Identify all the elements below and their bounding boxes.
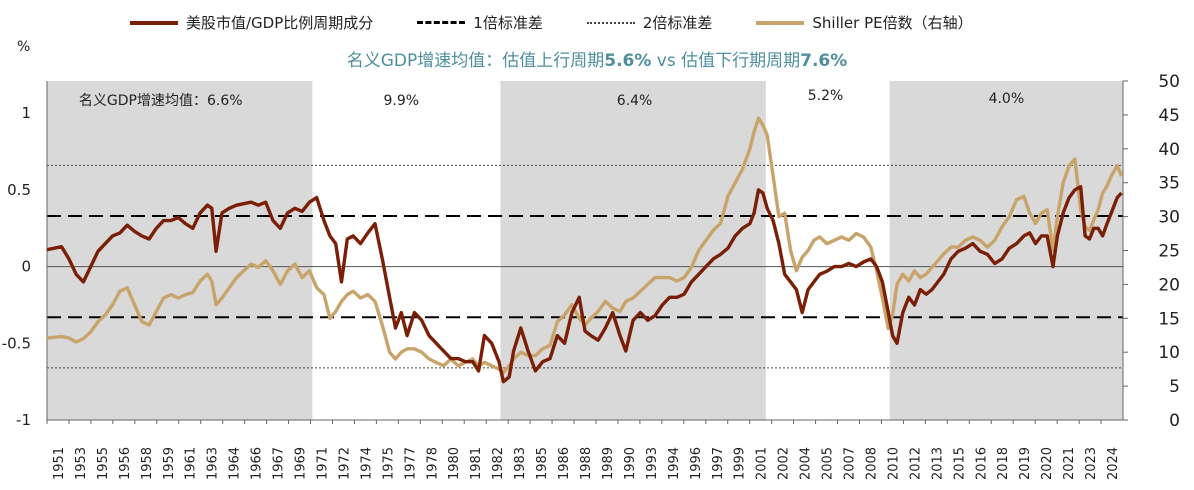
x-tick-label: 2005	[821, 447, 836, 480]
legend-item-mv-gdp: 美股市值/GDP比例周期成分	[130, 12, 373, 33]
legend-swatch-1sd	[417, 21, 466, 24]
x-tick-label: 2004	[799, 447, 814, 480]
x-tick-label: 2007	[843, 447, 858, 480]
legend-label-2sd: 2倍标准差	[642, 14, 713, 32]
x-tick-label: 1999	[733, 447, 748, 480]
legend-item-2sd: 2倍标准差	[586, 12, 713, 33]
x-tick-label: 1983	[513, 447, 528, 480]
legend-item-shiller: Shiller PE倍数（右轴）	[756, 12, 973, 33]
subtitle-part2: vs 估值下行期周期	[651, 51, 801, 71]
x-tick-label: 1993	[645, 447, 660, 480]
x-tick-label: 1989	[601, 447, 616, 480]
x-tick-label: 1956	[118, 447, 133, 480]
period-label-0: 名义GDP增速均值：6.6%	[79, 93, 243, 109]
legend-swatch-2sd	[586, 21, 635, 24]
legend-item-1sd: 1倍标准差	[417, 12, 543, 33]
y-axis-unit: %	[17, 39, 31, 55]
x-tick-label: 2024	[1106, 447, 1121, 480]
series-line-shiller-pe	[46, 116, 1124, 375]
y-left-tick-label: -0.5	[2, 334, 31, 352]
legend-label-mv-gdp: 美股市值/GDP比例周期成分	[186, 14, 374, 32]
y-right-tick-label: 50	[1158, 72, 1180, 92]
x-tick-label: 1975	[381, 447, 396, 480]
x-tick-label: 1958	[140, 447, 155, 480]
x-tick-label: 2012	[908, 447, 923, 480]
x-tick-label: 1997	[711, 447, 726, 480]
x-tick-label: 1971	[315, 447, 330, 480]
y-right-tick-label: 5	[1169, 377, 1180, 397]
x-tick-label: 2010	[886, 447, 901, 480]
y-right-tick-label: 25	[1158, 242, 1180, 262]
y-right-tick-label: 15	[1158, 309, 1180, 329]
x-tick-label: 2018	[996, 447, 1011, 480]
x-tick-label: 1967	[272, 447, 287, 480]
period-label-2: 6.4%	[617, 93, 653, 109]
x-tick-label: 1981	[469, 447, 484, 480]
x-tick-label: 2020	[1040, 447, 1055, 480]
x-tick-label: 1982	[491, 447, 506, 480]
y-right-tick-label: 45	[1158, 106, 1180, 126]
x-tick-label: 2021	[1062, 447, 1077, 480]
x-tick-label: 1988	[579, 447, 594, 480]
x-tick-label: 1985	[535, 447, 550, 480]
x-tick-label: 1980	[447, 447, 462, 480]
legend-swatch-shiller	[756, 20, 805, 25]
x-tick-label: 1955	[96, 447, 111, 480]
y-left-tick-label: 0	[21, 258, 31, 276]
subtitle-value2: 7.6%	[800, 51, 848, 71]
y-right-tick-label: 0	[1169, 411, 1180, 431]
x-tick-label: 1977	[403, 447, 418, 480]
x-tick-label: 2002	[777, 447, 792, 480]
x-tick-label: 2019	[1018, 447, 1033, 480]
series-line-mv-gdp	[46, 185, 1123, 384]
x-tick-label: 2008	[864, 447, 879, 480]
x-tick-label: 1978	[425, 447, 440, 480]
y-right-tick-label: 20	[1158, 275, 1180, 295]
x-tick-label: 1951	[52, 447, 67, 480]
x-tick-label: 2013	[930, 447, 945, 480]
y-left-tick-label: -1	[16, 411, 31, 429]
x-tick-label: 2023	[1084, 447, 1099, 480]
x-tick-label: 1966	[250, 447, 265, 480]
y-right-tick-label: 35	[1158, 174, 1180, 194]
legend-swatch-mv-gdp	[130, 20, 178, 25]
x-tick-label: 1986	[557, 447, 572, 480]
legend: 美股市值/GDP比例周期成分 1倍标准差 2倍标准差 Shiller PE倍数（…	[130, 12, 1017, 33]
period-label-1: 9.9%	[384, 93, 420, 109]
period-label-3: 5.2%	[808, 88, 844, 104]
x-tick-label: 1961	[184, 447, 199, 480]
shaded-period-1	[500, 81, 766, 420]
y-left-tick-label: 0.5	[7, 181, 31, 199]
x-tick-label: 1963	[206, 447, 221, 480]
x-tick-label: 1959	[162, 447, 177, 480]
period-label-4: 4.0%	[989, 91, 1025, 107]
x-tick-label: 2016	[974, 447, 989, 480]
x-tick-label: 1964	[228, 447, 243, 480]
x-tick-label: 1972	[337, 447, 352, 480]
y-right-tick-label: 30	[1158, 208, 1180, 228]
x-tick-label: 1974	[359, 447, 374, 480]
x-tick-label: 1994	[667, 447, 682, 480]
x-tick-label: 1990	[623, 447, 638, 480]
x-tick-label: 1953	[74, 447, 89, 480]
legend-label-1sd: 1倍标准差	[473, 14, 543, 32]
y-left-tick-label: 1	[21, 104, 31, 122]
x-tick-label: 2001	[755, 447, 770, 480]
subtitle-part1: 名义GDP增速均值：估值上行周期	[346, 51, 605, 71]
x-tick-label: 2015	[952, 447, 967, 480]
shaded-period-0	[47, 81, 313, 420]
y-right-tick-label: 40	[1158, 140, 1180, 160]
chart-subtitle: 名义GDP增速均值：估值上行周期5.6% vs 估值下行期周期7.6%	[0, 46, 1194, 71]
x-tick-label: 1996	[689, 447, 704, 480]
x-tick-label: 1969	[294, 447, 309, 480]
subtitle-value1: 5.6%	[604, 51, 652, 71]
y-right-tick-label: 10	[1158, 343, 1180, 363]
legend-label-shiller: Shiller PE倍数（右轴）	[812, 14, 973, 32]
